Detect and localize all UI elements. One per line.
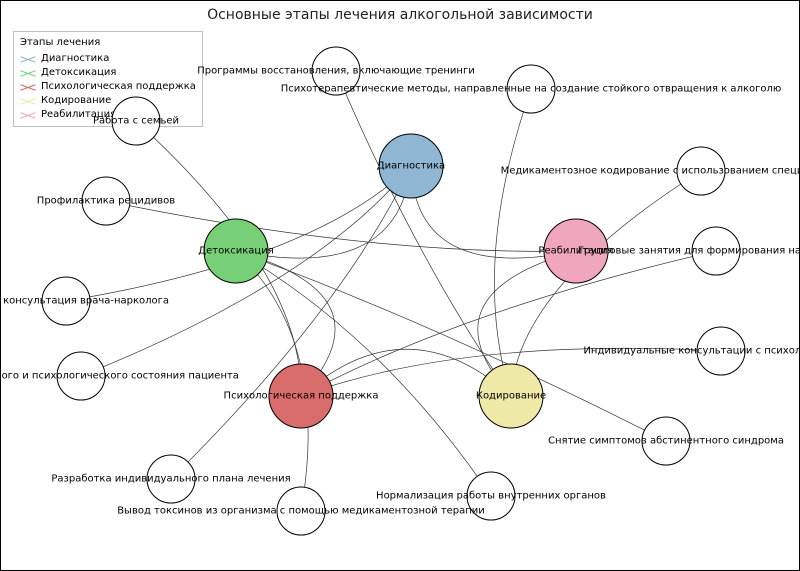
leaf-node: [277, 487, 325, 535]
hub-node: [544, 219, 608, 283]
leaf-node: [42, 277, 90, 325]
leaf-node: [312, 47, 360, 95]
leaf-node: [57, 352, 105, 400]
leaf-edge: [236, 251, 491, 496]
leaf-edge: [336, 71, 511, 396]
leaf-node: [112, 97, 160, 145]
network-graph: [1, 1, 800, 571]
hub-node: [479, 364, 543, 428]
hub-node: [379, 134, 443, 198]
leaf-node: [642, 417, 690, 465]
leaf-edge: [494, 89, 531, 396]
leaf-node: [82, 177, 130, 225]
diagram-canvas: Основные этапы лечения алкогольной завис…: [0, 0, 800, 571]
leaf-node: [147, 455, 195, 503]
leaf-edge: [511, 171, 701, 396]
leaf-edge: [171, 166, 411, 479]
leaf-node: [507, 65, 555, 113]
leaf-node: [692, 227, 740, 275]
leaf-node: [467, 472, 515, 520]
leaf-node: [697, 327, 745, 375]
leaf-node: [677, 147, 725, 195]
hub-node: [204, 219, 268, 283]
hub-node: [269, 364, 333, 428]
leaf-edge: [106, 201, 576, 251]
